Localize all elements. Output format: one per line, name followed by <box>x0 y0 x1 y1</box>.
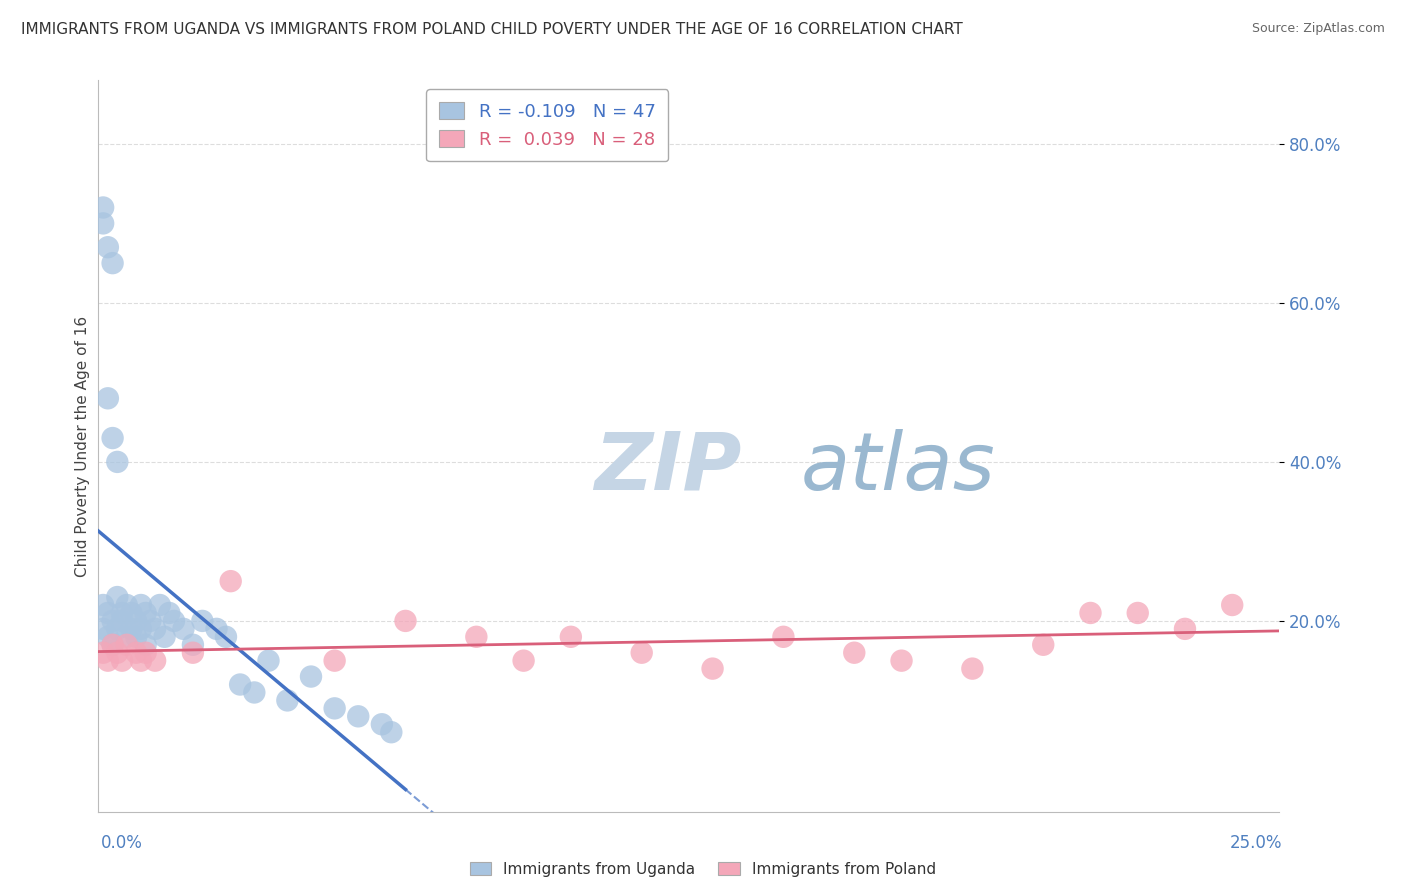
Point <box>890 654 912 668</box>
Point <box>1220 598 1243 612</box>
Point <box>143 654 166 668</box>
Text: IMMIGRANTS FROM UGANDA VS IMMIGRANTS FROM POLAND CHILD POVERTY UNDER THE AGE OF : IMMIGRANTS FROM UGANDA VS IMMIGRANTS FRO… <box>21 22 963 37</box>
Point <box>125 646 148 660</box>
Point <box>101 614 124 628</box>
Point <box>91 201 114 215</box>
Point <box>135 646 157 660</box>
Point <box>129 622 152 636</box>
Point <box>97 392 120 406</box>
Point <box>157 606 180 620</box>
Point <box>243 685 266 699</box>
Point <box>323 654 346 668</box>
Point <box>844 646 866 660</box>
Point <box>163 614 186 628</box>
Point <box>129 654 152 668</box>
Point <box>215 630 238 644</box>
Text: 0.0%: 0.0% <box>101 834 143 852</box>
Point <box>219 574 242 589</box>
Point <box>115 630 138 644</box>
Point <box>91 598 114 612</box>
Point <box>101 431 124 445</box>
Point <box>129 598 152 612</box>
Point <box>380 725 402 739</box>
Point <box>153 630 176 644</box>
Point <box>1032 638 1054 652</box>
Point <box>630 646 652 660</box>
Point <box>139 614 162 628</box>
Point <box>143 622 166 636</box>
Point <box>181 646 204 660</box>
Point <box>101 256 124 270</box>
Point <box>702 662 724 676</box>
Text: 25.0%: 25.0% <box>1230 834 1282 852</box>
Point <box>257 654 280 668</box>
Point <box>371 717 394 731</box>
Point <box>105 622 128 636</box>
Point <box>91 622 114 636</box>
Text: ZIP: ZIP <box>595 429 742 507</box>
Point <box>91 646 114 660</box>
Point <box>135 606 157 620</box>
Point <box>772 630 794 644</box>
Point <box>172 622 194 636</box>
Legend: Immigrants from Uganda, Immigrants from Poland: Immigrants from Uganda, Immigrants from … <box>463 854 943 884</box>
Point <box>105 646 128 660</box>
Point <box>105 455 128 469</box>
Point <box>97 630 120 644</box>
Point <box>962 662 984 676</box>
Point <box>512 654 534 668</box>
Point <box>105 590 128 604</box>
Point <box>394 614 416 628</box>
Point <box>347 709 370 723</box>
Point <box>111 614 134 628</box>
Point <box>205 622 228 636</box>
Point <box>1174 622 1197 636</box>
Legend: R = -0.109   N = 47, R =  0.039   N = 28: R = -0.109 N = 47, R = 0.039 N = 28 <box>426 89 668 161</box>
Point <box>149 598 172 612</box>
Point <box>125 614 148 628</box>
Point <box>97 654 120 668</box>
Point <box>181 638 204 652</box>
Y-axis label: Child Poverty Under the Age of 16: Child Poverty Under the Age of 16 <box>75 316 90 576</box>
Point <box>229 677 252 691</box>
Point <box>276 693 298 707</box>
Point <box>135 638 157 652</box>
Point <box>125 630 148 644</box>
Point <box>115 598 138 612</box>
Point <box>323 701 346 715</box>
Point <box>1126 606 1149 620</box>
Point <box>101 638 124 652</box>
Point <box>111 654 134 668</box>
Point <box>101 638 124 652</box>
Point <box>465 630 488 644</box>
Point <box>191 614 214 628</box>
Point <box>299 669 322 683</box>
Point <box>121 606 143 620</box>
Point <box>121 622 143 636</box>
Point <box>97 606 120 620</box>
Point <box>115 638 138 652</box>
Point <box>111 606 134 620</box>
Point <box>91 216 114 230</box>
Point <box>97 240 120 254</box>
Point <box>1080 606 1102 620</box>
Point <box>560 630 582 644</box>
Text: Source: ZipAtlas.com: Source: ZipAtlas.com <box>1251 22 1385 36</box>
Text: atlas: atlas <box>801 429 995 507</box>
